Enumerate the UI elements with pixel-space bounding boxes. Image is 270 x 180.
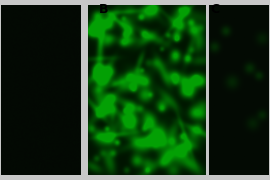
Text: C: C — [210, 3, 219, 16]
Text: B: B — [99, 3, 109, 16]
